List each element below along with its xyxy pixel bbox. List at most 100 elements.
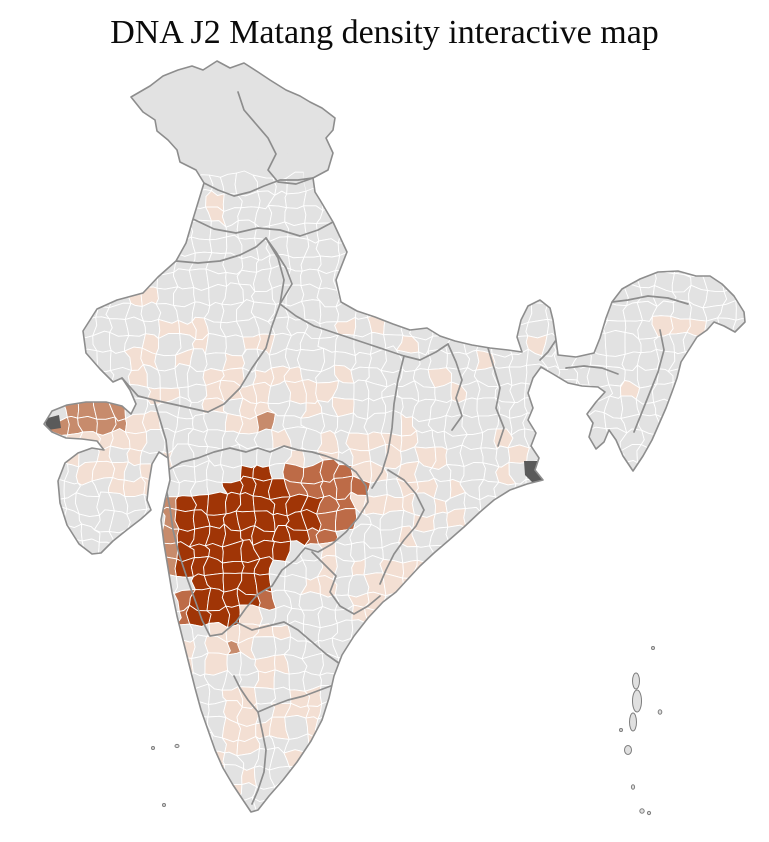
- district-cell[interactable]: [605, 187, 629, 212]
- district-cell[interactable]: [349, 735, 368, 757]
- district-cell[interactable]: [284, 205, 307, 227]
- district-cell[interactable]: [95, 668, 112, 692]
- district-cell[interactable]: [511, 525, 529, 547]
- district-cell[interactable]: [447, 699, 466, 720]
- district-cell[interactable]: [300, 140, 322, 162]
- district-cell[interactable]: [669, 61, 692, 81]
- district-cell[interactable]: [463, 81, 485, 98]
- district-cell[interactable]: [699, 123, 723, 148]
- district-cell[interactable]: [668, 461, 689, 481]
- district-cell[interactable]: [363, 716, 385, 741]
- district-cell[interactable]: [173, 672, 194, 691]
- district-cell[interactable]: [285, 157, 306, 179]
- district-cell[interactable]: [60, 111, 83, 133]
- district-cell[interactable]: [702, 733, 725, 754]
- district-cell[interactable]: [541, 609, 562, 625]
- district-cell[interactable]: [604, 461, 627, 484]
- district-cell[interactable]: [380, 746, 403, 771]
- district-cell[interactable]: [572, 44, 598, 63]
- district-cell[interactable]: [398, 625, 418, 640]
- district-cell[interactable]: [588, 142, 611, 164]
- district-cell[interactable]: [75, 112, 99, 132]
- district-cell[interactable]: [589, 123, 612, 146]
- district-cell[interactable]: [431, 621, 451, 644]
- district-cell[interactable]: [715, 766, 738, 787]
- district-cell[interactable]: [444, 641, 466, 660]
- district-cell[interactable]: [668, 443, 692, 468]
- district-cell[interactable]: [63, 572, 79, 597]
- district-cell[interactable]: [606, 763, 629, 788]
- district-cell[interactable]: [571, 702, 594, 719]
- district-cell[interactable]: [510, 76, 531, 99]
- district-cell[interactable]: [511, 507, 528, 531]
- district-cell[interactable]: [652, 144, 675, 161]
- district-cell[interactable]: [557, 734, 579, 755]
- district-cell[interactable]: [385, 140, 401, 160]
- district-cell[interactable]: [731, 707, 753, 721]
- district-cell[interactable]: [555, 689, 577, 706]
- district-cell[interactable]: [511, 715, 528, 738]
- district-cell[interactable]: [511, 255, 528, 273]
- district-cell[interactable]: [411, 156, 435, 181]
- district-cell[interactable]: [604, 716, 628, 740]
- district-cell[interactable]: [172, 188, 195, 210]
- district-cell[interactable]: [541, 428, 564, 452]
- district-cell[interactable]: [380, 110, 404, 130]
- district-cell[interactable]: [337, 161, 354, 178]
- district-cell[interactable]: [336, 205, 355, 224]
- district-cell[interactable]: [61, 800, 83, 818]
- district-cell[interactable]: [397, 800, 420, 819]
- district-cell[interactable]: [171, 206, 191, 227]
- district-cell[interactable]: [476, 157, 499, 177]
- district-cell[interactable]: [620, 143, 639, 160]
- district-cell[interactable]: [652, 722, 673, 740]
- district-cell[interactable]: [80, 635, 98, 661]
- district-cell[interactable]: [636, 61, 658, 83]
- district-cell[interactable]: [461, 174, 484, 197]
- district-cell[interactable]: [511, 575, 528, 596]
- island[interactable]: [651, 646, 655, 650]
- district-cell[interactable]: [94, 763, 116, 786]
- district-cell[interactable]: [30, 126, 52, 148]
- district-cell[interactable]: [704, 172, 724, 195]
- district-cell[interactable]: [603, 254, 627, 273]
- district-cell[interactable]: [573, 555, 594, 580]
- district-cell[interactable]: [573, 529, 596, 545]
- district-cell[interactable]: [651, 637, 675, 660]
- district-cell[interactable]: [734, 144, 751, 162]
- district-cell[interactable]: [81, 538, 100, 565]
- district-cell[interactable]: [688, 494, 702, 517]
- district-cell[interactable]: [574, 779, 591, 804]
- district-cell[interactable]: [127, 527, 145, 546]
- district-cell[interactable]: [206, 785, 226, 804]
- district-cell[interactable]: [510, 201, 530, 226]
- district-cell[interactable]: [60, 559, 83, 578]
- district-cell[interactable]: [731, 411, 754, 437]
- district-cell[interactable]: [604, 269, 625, 287]
- district-cell[interactable]: [683, 717, 705, 736]
- district-cell[interactable]: [604, 688, 628, 708]
- district-cell[interactable]: [461, 254, 484, 276]
- district-cell[interactable]: [687, 624, 707, 641]
- district-cell[interactable]: [637, 144, 659, 161]
- district-cell[interactable]: [641, 732, 660, 754]
- district-cell[interactable]: [555, 399, 582, 419]
- district-cell[interactable]: [30, 270, 51, 289]
- district-cell[interactable]: [572, 620, 594, 644]
- district-cell[interactable]: [49, 256, 63, 274]
- district-cell[interactable]: [30, 155, 51, 177]
- district-cell[interactable]: [492, 126, 515, 149]
- district-cell[interactable]: [607, 540, 625, 563]
- district-cell[interactable]: [28, 44, 50, 68]
- district-cell[interactable]: [221, 62, 243, 84]
- district-cell[interactable]: [46, 284, 62, 309]
- district-cell[interactable]: [653, 111, 671, 132]
- district-cell[interactable]: [557, 609, 577, 622]
- district-cell[interactable]: [494, 206, 517, 225]
- district-cell[interactable]: [510, 780, 533, 802]
- island[interactable]: [151, 746, 155, 750]
- district-cell[interactable]: [76, 749, 100, 767]
- district-cell[interactable]: [573, 124, 596, 147]
- district-cell[interactable]: [461, 734, 479, 755]
- district-cell[interactable]: [556, 221, 580, 240]
